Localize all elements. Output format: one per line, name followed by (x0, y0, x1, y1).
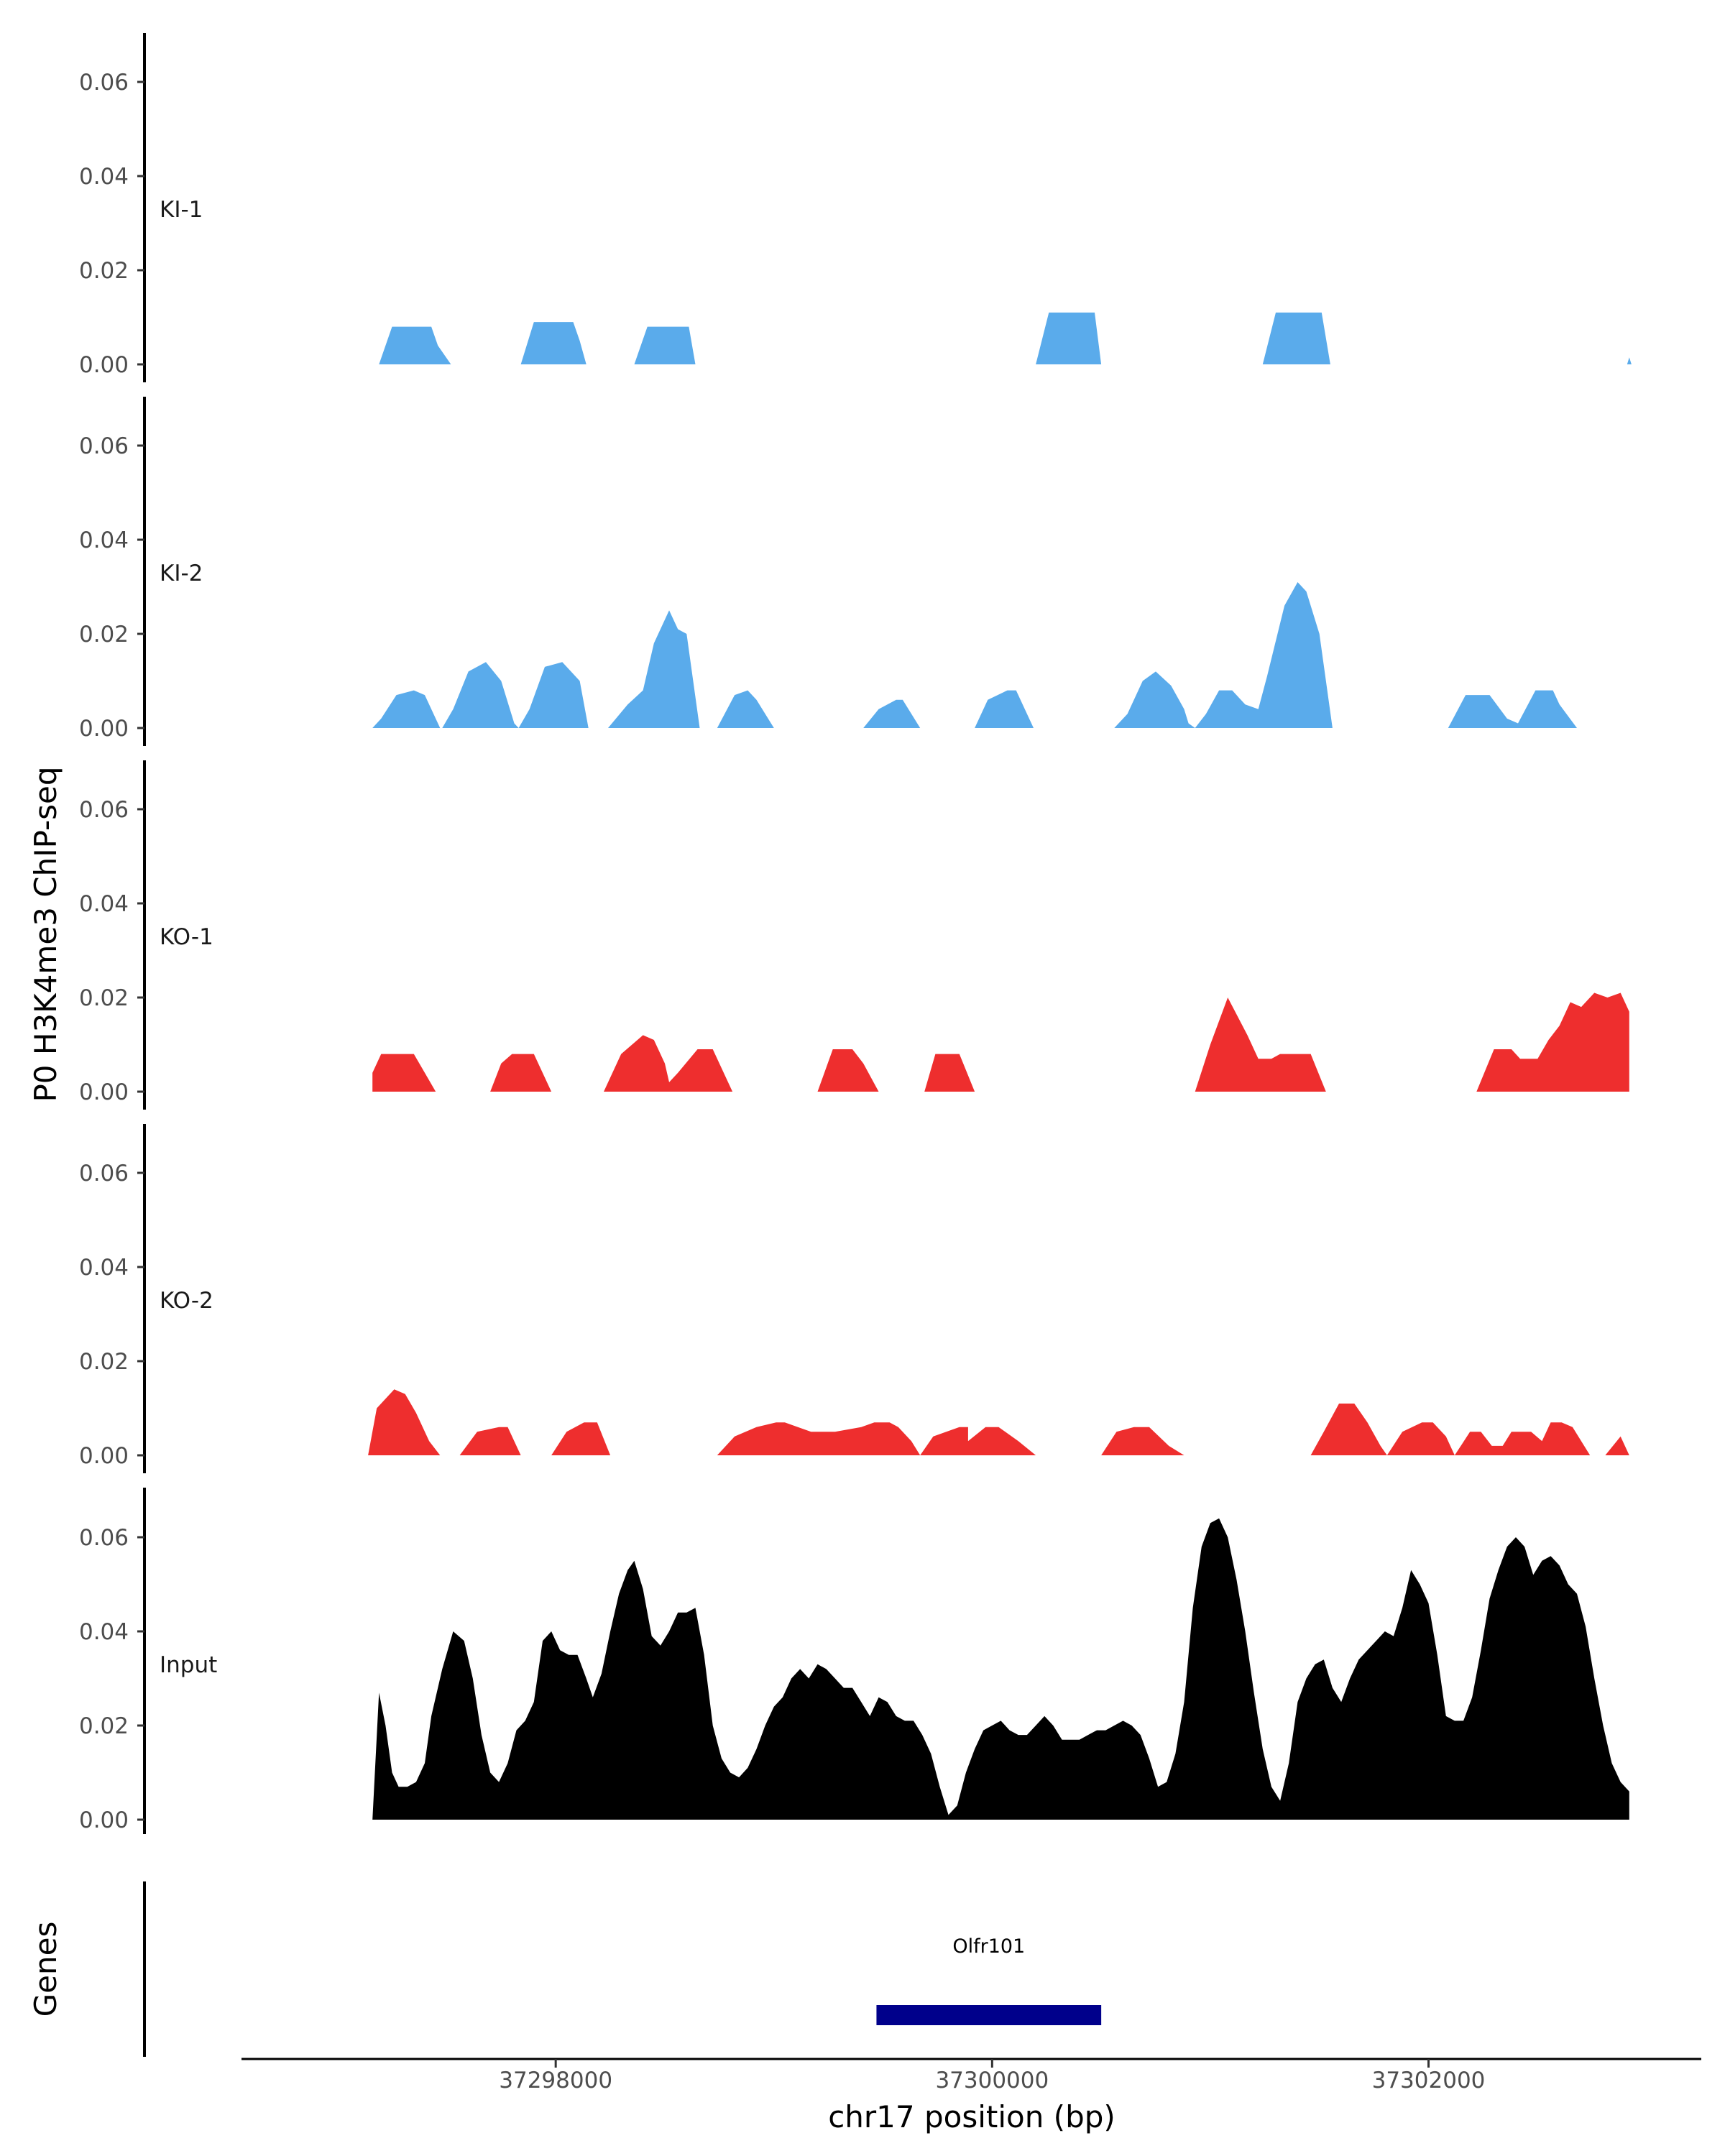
y-tick-label: 0.02 (79, 258, 129, 284)
y-tick-label: 0.00 (79, 716, 129, 742)
y-tick-label: 0.02 (79, 622, 129, 648)
signal-area-ko-2 (368, 1389, 1629, 1455)
x-tick-label: 37298000 (499, 2068, 612, 2093)
y-tick-label: 0.06 (79, 1161, 129, 1187)
track-label: KO-1 (160, 924, 213, 950)
x-axis: 37298000 37300000 37302000 (242, 2058, 1701, 2093)
y-tick-label: 0.00 (79, 1079, 129, 1105)
y-tick-label: 0.04 (79, 1255, 129, 1281)
gene-track-title: Genes (28, 1922, 63, 2017)
y-tick-label: 0.00 (79, 1443, 129, 1469)
signal-area-input (372, 1518, 1629, 1820)
signal-area-ki-1 (379, 312, 1632, 364)
track-panel-ki-1: 0.00 0.02 0.04 0.06 KI-1 (79, 33, 1632, 382)
y-tick-label: 0.06 (79, 797, 129, 823)
gene-body-olfr101 (876, 2005, 1102, 2025)
y-tick-label: 0.02 (79, 985, 129, 1011)
x-axis-title: chr17 position (bp) (828, 2099, 1116, 2134)
signal-area-ko-1 (372, 992, 1629, 1092)
track-panel-input: 0.00 0.02 0.04 0.06 Input (79, 1488, 1629, 1834)
y-tick-label: 0.00 (79, 1807, 129, 1833)
y-axis-title: P0 H3K4me3 ChIP-seq (28, 766, 63, 1102)
track-label: KO-2 (160, 1288, 213, 1314)
track-panel-ko-1: 0.00 0.02 0.04 0.06 KO-1 (79, 760, 1629, 1110)
y-tick-label: 0.00 (79, 352, 129, 378)
y-tick-label: 0.06 (79, 70, 129, 96)
y-tick-label: 0.04 (79, 528, 129, 553)
x-tick-label: 37302000 (1372, 2068, 1486, 2093)
track-label: KI-1 (160, 197, 203, 223)
y-tick-label: 0.02 (79, 1713, 129, 1739)
track-panel-ki-2: 0.00 0.02 0.04 0.06 KI-2 (79, 397, 1578, 746)
y-tick-label: 0.04 (79, 164, 129, 190)
track-label: Input (160, 1652, 217, 1678)
gene-label: Olfr101 (952, 1935, 1025, 1958)
y-tick-label: 0.06 (79, 1525, 129, 1551)
signal-area-ki-2 (372, 582, 1578, 728)
y-tick-label: 0.02 (79, 1349, 129, 1375)
y-tick-label: 0.06 (79, 433, 129, 459)
signal-track-panels: 0.00 0.02 0.04 0.06 KI-1 0.00 0.02 0.04 0.06 KI-2… (79, 33, 1632, 1834)
y-tick-label: 0.04 (79, 1619, 129, 1645)
gene-track-panel: Genes Olfr101 (28, 1881, 1102, 2057)
track-label: KI-2 (160, 561, 203, 586)
track-panel-ko-2: 0.00 0.02 0.04 0.06 KO-2 (79, 1124, 1629, 1473)
x-tick-label: 37300000 (935, 2068, 1049, 2093)
y-tick-label: 0.04 (79, 891, 129, 917)
